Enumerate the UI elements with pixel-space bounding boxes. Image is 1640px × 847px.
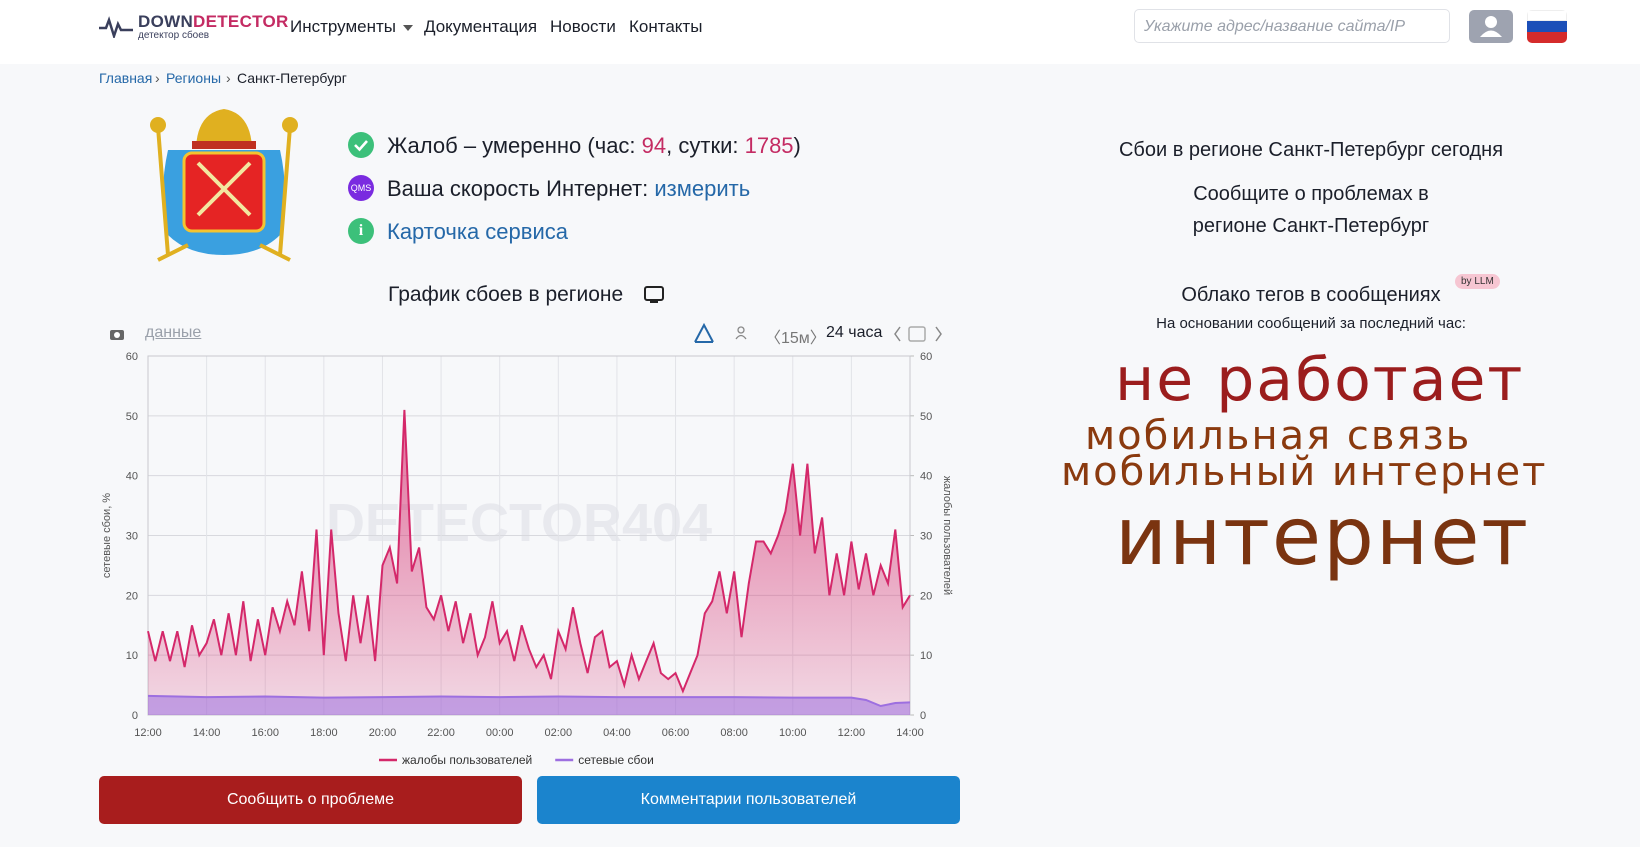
y2-axis-label: жалобы пользователей [941, 476, 953, 595]
y-axis-label: сетевые сбои, % [101, 493, 113, 578]
qms-icon: QMS [348, 175, 374, 201]
x-tick-label: 12:00 [838, 727, 866, 739]
breadcrumb-separator: › [155, 70, 160, 86]
y2-tick-label: 60 [920, 351, 932, 363]
user-button[interactable] [1469, 10, 1513, 43]
y-tick-label: 20 [126, 590, 138, 602]
chart: DETECTOR404 0 10 20 30 40 50 60 0 10 20 30 40 50 60 12… [101, 351, 953, 767]
watermark: DETECTOR404 [326, 493, 712, 553]
data-link[interactable]: данные [145, 324, 202, 341]
camera-icon[interactable] [108, 325, 126, 343]
report-text[interactable]: Сообщите о проблемах в [1193, 183, 1429, 205]
x-tick-label: 16:00 [251, 727, 279, 739]
nav-item[interactable]: Контакты [629, 17, 703, 36]
logo-icon[interactable] [99, 16, 133, 38]
card-link[interactable]: Карточка сервиса [387, 219, 568, 244]
tag[interactable]: мобильный интернет [1061, 449, 1548, 495]
breadcrumb-link[interactable]: Регионы [166, 70, 222, 86]
interval-toggle[interactable]: 〈15м〉 [765, 330, 826, 347]
x-tick-label: 08:00 [720, 727, 748, 739]
search-input[interactable]: Укажите адрес/название сайта/IP [1134, 9, 1450, 43]
tag[interactable]: интернет [1115, 490, 1531, 583]
info-icon: i [348, 218, 374, 244]
y-tick-label: 10 [126, 650, 138, 662]
complaints-status: Жалоб – умеренно (час: 94, сутки: 1785) [387, 133, 801, 159]
line [147, 694, 911, 708]
speed-status: Ваша скорость Интернет: измерить [387, 176, 750, 202]
area [148, 695, 910, 715]
logo[interactable]: DOWNDETECTOR [138, 12, 289, 32]
coat-of-arms [150, 109, 298, 262]
y2-tick-label: 10 [920, 650, 932, 662]
period-label[interactable]: 24 часа [826, 324, 883, 341]
status-text: , сутки: [666, 133, 745, 158]
complaints-day: 1785 [744, 133, 794, 158]
x-tick-label: 22:00 [427, 727, 455, 739]
x-tick-label: 14:00 [896, 727, 924, 739]
y2-tick-label: 0 [920, 710, 926, 722]
caret [403, 24, 414, 31]
cloud-subtitle: На основании сообщений за последний час: [1156, 315, 1466, 332]
legend-label: жалобы пользователей [402, 753, 532, 767]
line [147, 409, 911, 694]
status-text: ) [793, 133, 801, 158]
y-tick-label: 0 [132, 710, 138, 722]
area [148, 409, 910, 715]
x-tick-label: 02:00 [545, 727, 573, 739]
nav-item[interactable]: Документация [424, 17, 538, 36]
comments-button[interactable]: Комментарии пользователей [537, 776, 960, 824]
date-picker[interactable] [893, 324, 943, 344]
chart-title: График сбоев в регионе [388, 283, 624, 306]
x-tick-label: 12:00 [134, 727, 162, 739]
x-tick-label: 10:00 [779, 727, 807, 739]
monitor-icon [644, 286, 664, 303]
cloud-title: Облако тегов в сообщениях [1181, 284, 1441, 306]
status-text: Ваша скорость Интернет: [387, 176, 655, 201]
y-tick-label: 60 [126, 351, 138, 363]
x-tick-label: 14:00 [193, 727, 221, 739]
tag[interactable]: не работает [1115, 345, 1525, 415]
breadcrumb-separator: › [226, 70, 231, 86]
x-tick-label: 04:00 [603, 727, 631, 739]
y2-tick-label: 20 [920, 590, 932, 602]
side-title: Сбои в регионе Санкт-Петербург сегодня [1118, 139, 1504, 161]
report-button[interactable]: Сообщить о проблеме [99, 776, 522, 824]
complaints-hour: 94 [641, 133, 667, 158]
breadcrumb-link[interactable]: Главная [99, 70, 153, 86]
logo-text: DOWN [138, 12, 194, 31]
x-tick-label: 00:00 [486, 727, 514, 739]
user-mode-icon[interactable] [733, 325, 749, 341]
status-text: Жалоб – умеренно (час: [387, 133, 642, 158]
speed-link[interactable]: измерить [654, 176, 751, 201]
y-tick-label: 40 [126, 471, 138, 483]
x-tick-label: 20:00 [369, 727, 397, 739]
nav-text: Инструменты [290, 17, 397, 36]
y-tick-label: 50 [126, 411, 138, 423]
language-flag[interactable] [1527, 10, 1567, 43]
logo-subtitle: детектор сбоев [138, 30, 210, 41]
status-icon [348, 132, 374, 158]
y2-tick-label: 30 [920, 531, 932, 543]
report-text[interactable]: регионе Санкт-Петербург [1192, 215, 1430, 237]
x-tick-label: 18:00 [310, 727, 338, 739]
user-icon [1480, 16, 1502, 37]
logo-text: DETECTOR [193, 12, 289, 31]
llm-badge: by LLM [1455, 274, 1500, 289]
legend-label: сетевые сбои [578, 753, 654, 767]
y-tick-label: 30 [126, 531, 138, 543]
top-bar: DOWNDETECTOR детектор сбоев Инструменты … [0, 0, 1640, 64]
y2-tick-label: 50 [920, 411, 932, 423]
y2-tick-label: 40 [920, 471, 932, 483]
x-tick-label: 06:00 [662, 727, 690, 739]
nav-item[interactable]: Новости [550, 17, 616, 36]
tag[interactable]: мобильная связь [1085, 413, 1472, 459]
breadcrumb-current: Санкт-Петербург [237, 70, 347, 86]
nav-item[interactable]: Инструменты [290, 17, 414, 37]
area-mode-icon[interactable] [693, 322, 715, 344]
